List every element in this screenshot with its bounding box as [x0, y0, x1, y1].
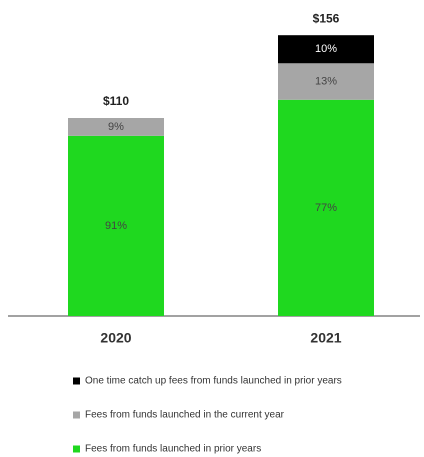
legend-swatch: [73, 411, 80, 419]
bar-segment: [278, 99, 374, 316]
total-label: $110: [103, 94, 129, 108]
legend-label: Fees from funds launched in prior years: [85, 444, 261, 455]
segment-label: 77%: [315, 202, 337, 214]
legend-swatch: [73, 377, 80, 385]
x-tick-label: 2020: [100, 330, 131, 346]
bar-segment: [68, 118, 164, 136]
bar-segment: [278, 63, 374, 100]
legend-label: Fees from funds launched in the current …: [85, 410, 285, 421]
segment-label: 13%: [315, 75, 337, 87]
legend-swatch: [73, 445, 80, 453]
x-tick-label: 2021: [310, 330, 341, 346]
segment-label: 10%: [315, 43, 337, 55]
legend-label: One time catch up fees from funds launch…: [85, 376, 342, 387]
total-label: $156: [313, 11, 340, 25]
segment-label: 91%: [105, 220, 127, 232]
segment-label: 9%: [108, 121, 124, 133]
bar-segment: [278, 35, 374, 64]
bar-segment: [68, 135, 164, 316]
